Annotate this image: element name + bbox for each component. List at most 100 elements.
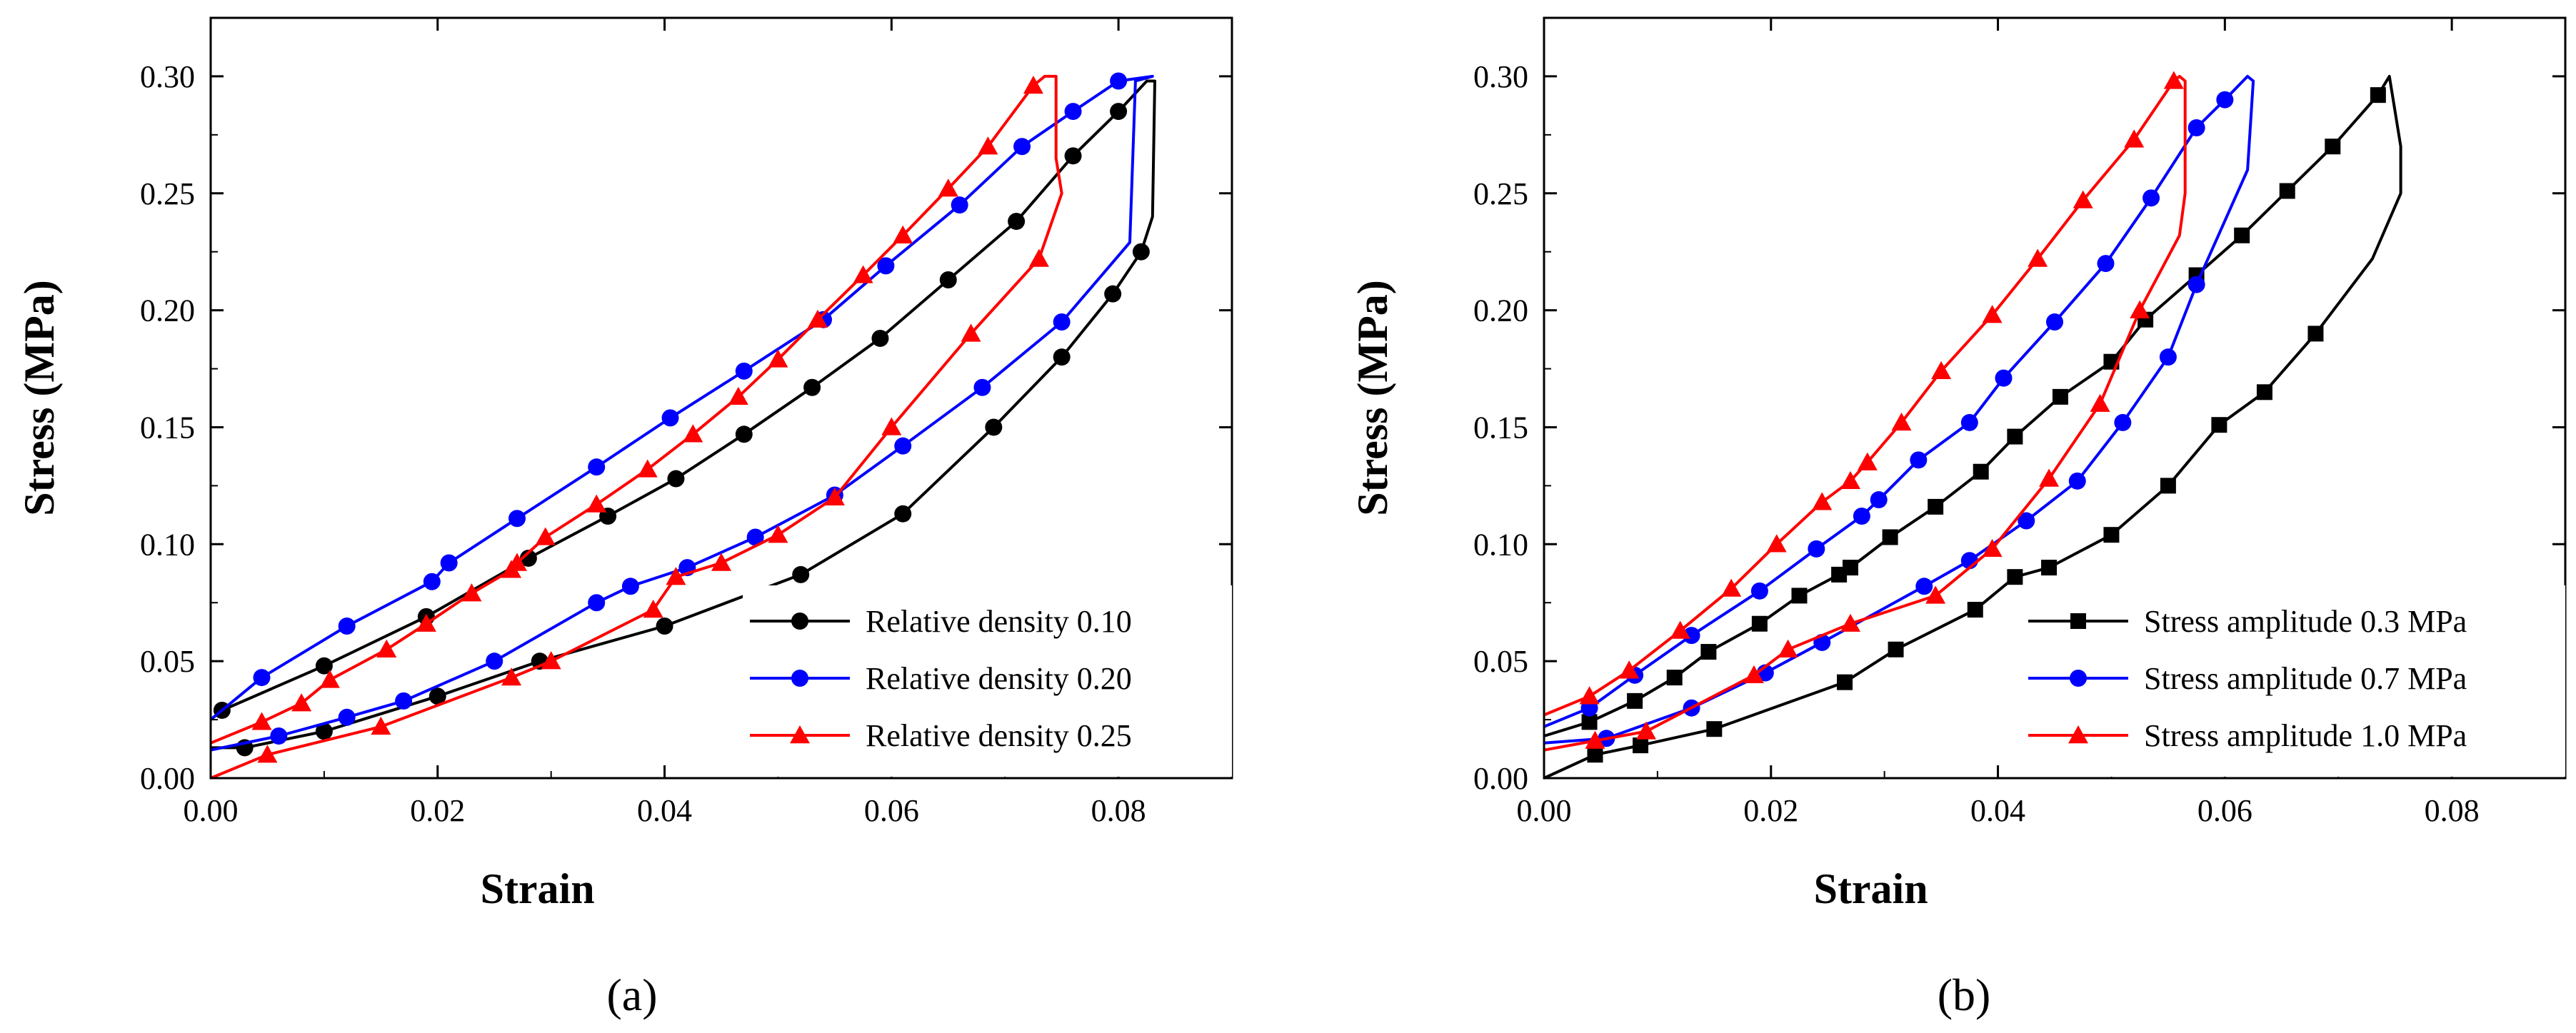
data-point [961,323,981,342]
x-axis-label: Strain [481,865,595,912]
data-point [2163,71,2184,89]
data-point [894,505,912,523]
data-point [824,487,845,505]
data-point [735,362,753,380]
data-point [2187,276,2205,293]
y-axis-label: Stress (MPa) [16,280,63,515]
y-tick-label: 0.05 [140,644,195,679]
data-point [1132,243,1150,261]
y-tick-label: 0.20 [140,293,195,328]
data-point [2130,300,2150,318]
data-point [508,510,526,528]
data-point [501,667,522,686]
data-point [1882,529,1898,545]
data-point [2068,472,2086,490]
data-point [1585,730,1605,749]
data-point [2039,468,2060,487]
data-point [2160,478,2176,494]
x-tick-label: 0.04 [637,793,692,828]
data-point [1110,72,1128,90]
data-point [1700,644,1717,660]
data-point [2052,388,2068,405]
legend: Stress amplitude 0.3 MPa Stress amplitude… [2021,585,2565,777]
chart-panel-a: 0.00 0.02 0.04 0.06 0.08 0.00 0.05 0.10 0.15 0.20… [16,16,1233,1020]
data-point [1808,540,1825,558]
data-point [1104,285,1122,303]
data-point [2143,189,2160,207]
data-point [371,716,391,735]
legend-label: Relative density 0.25 [866,718,1132,753]
data-point [951,196,968,214]
plot-frame [1543,16,2567,780]
legend-swatch-marker [791,670,808,687]
data-point [728,386,748,405]
data-point [315,657,333,675]
legend-label: Stress amplitude 0.7 MPa [2144,661,2467,696]
data-point [319,670,340,688]
data-point [1766,534,1787,553]
data-point [683,424,703,443]
data-point [507,553,527,571]
data-point [661,409,679,427]
data-point [257,745,278,763]
data-point [711,553,731,571]
data-point [1853,507,1870,525]
data-point [1619,660,1640,679]
data-point [1982,538,2003,558]
series-3 [1543,71,2187,752]
legend-swatch-marker [2070,613,2086,629]
series-1 [1543,74,2402,780]
legend-swatch-marker [791,613,808,630]
data-point [1751,615,1768,632]
data-point [2279,183,2295,199]
series-2 [1543,74,2255,747]
data-point [461,583,482,602]
data-point [1633,737,1649,754]
x-tick-label: 0.06 [864,793,919,828]
data-point [1960,413,1978,431]
data-point [792,565,810,583]
y-tick-label: 0.10 [140,527,195,562]
data-point [1627,692,1643,709]
data-point [881,417,902,435]
series-line [210,74,1063,780]
data-point [535,527,556,545]
data-point [877,257,895,275]
data-point [938,178,958,197]
data-point [621,578,639,595]
legend-label: Relative density 0.10 [866,604,1132,639]
data-point [1110,103,1128,121]
data-point [1837,674,1853,690]
y-tick-label: 0.05 [1473,644,1528,679]
data-point [973,378,991,396]
data-point [1064,147,1082,165]
data-point [586,494,607,513]
y-tick-label: 0.25 [1473,176,1528,211]
series-2 [209,72,1154,752]
data-point [1670,620,1690,639]
series-1 [209,79,1156,757]
y-tick-label: 0.00 [140,761,195,796]
panel-label: (b) [1938,969,1991,1020]
data-point [2216,91,2234,109]
data-point [985,418,1003,436]
legend: Relative density 0.10 Relative density 0.… [743,585,1232,777]
data-point [1743,665,1764,684]
series-3 [210,74,1063,780]
y-axis-label: Stress (MPa) [1349,280,1396,515]
data-point [1587,747,1603,763]
y-tick-label: 0.00 [1473,761,1528,796]
data-point [2018,512,2035,530]
data-point [939,271,957,289]
data-point [1013,138,1031,156]
data-point [2103,527,2120,543]
data-point [1008,213,1026,231]
data-point [643,600,663,618]
y-tick-label: 0.15 [140,410,195,445]
x-tick-label: 0.08 [2425,793,2480,828]
legend-swatch-marker [2070,670,2087,687]
data-point [1888,641,1904,657]
panel-label: (a) [606,969,657,1020]
data-point [1683,627,1700,645]
